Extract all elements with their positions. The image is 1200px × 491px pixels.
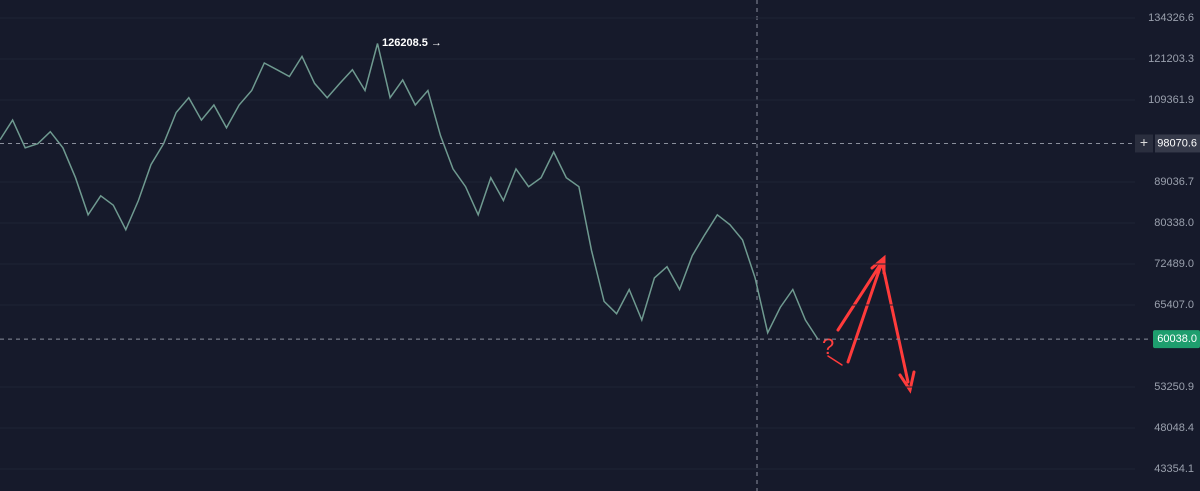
y-tick-label: 80338.0 [1154, 217, 1194, 229]
last-price-label: 60038.0 [1157, 333, 1197, 345]
last-price-box [1153, 330, 1200, 349]
crosshair-value: 98070.6 [1157, 137, 1197, 149]
arrow-stroke [827, 355, 843, 366]
arrow-strokes [836, 260, 910, 384]
y-tick-label: 65407.0 [1154, 299, 1194, 311]
y-tick-label: 134326.6 [1148, 12, 1194, 24]
y-tick-label: 53250.9 [1154, 381, 1194, 393]
high-annotation: 126208.5 → [382, 37, 442, 49]
y-tick-label: 89036.7 [1154, 176, 1194, 188]
crosshair-plus-box [1135, 134, 1153, 153]
price-line [0, 43, 819, 340]
arrow-head [898, 370, 916, 394]
y-tick-label: 121203.3 [1148, 53, 1194, 65]
annotation-mark: ? [822, 334, 834, 359]
y-tick-label: 109361.9 [1148, 94, 1194, 106]
crosshair-label-box [1155, 134, 1200, 153]
arrow-head [870, 254, 886, 275]
y-tick-label: 48048.4 [1154, 422, 1194, 434]
y-tick-label: 72489.0 [1154, 258, 1194, 270]
y-tick-label: 43354.1 [1154, 463, 1194, 475]
drawn-arrows [827, 254, 916, 394]
crosshair-plus: + [1140, 134, 1148, 150]
